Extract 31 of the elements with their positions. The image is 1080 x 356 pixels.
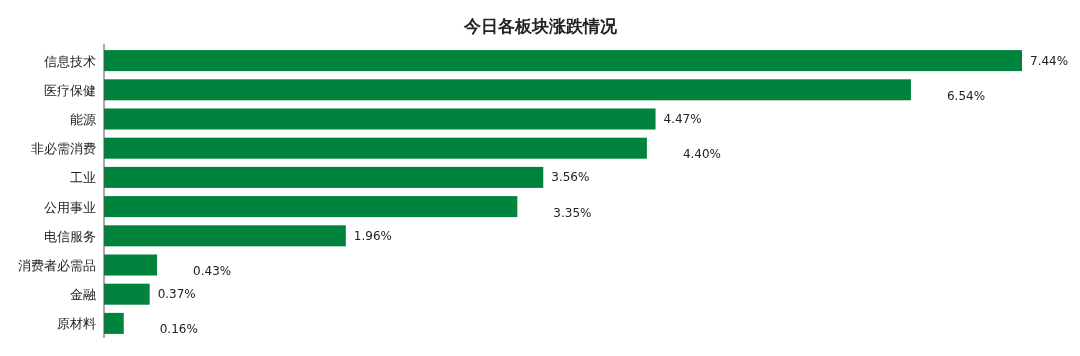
- data-label: 4.47%: [663, 112, 702, 126]
- bar: [104, 196, 518, 218]
- chart-title: 今日各板块涨跌情况: [462, 16, 618, 36]
- y-tick-label: 公用事业: [44, 199, 96, 215]
- y-tick-label: 消费者必需品: [18, 258, 96, 273]
- data-label: 1.96%: [353, 228, 392, 243]
- y-tick-label: 金融: [70, 287, 96, 303]
- y-tick-label: 信息技术: [44, 53, 96, 69]
- bar: [104, 166, 544, 188]
- data-label: 0.43%: [193, 264, 232, 278]
- y-tick-label: 工业: [70, 170, 96, 186]
- data-label: 3.56%: [551, 170, 590, 185]
- bar: [104, 312, 124, 334]
- bar: [104, 254, 158, 276]
- bar: [104, 225, 346, 247]
- data-label: 6.54%: [946, 88, 986, 103]
- bar: [104, 108, 656, 130]
- y-tick-label: 非必需消费: [31, 141, 96, 157]
- data-label: 4.40%: [682, 147, 722, 162]
- bar: [104, 283, 150, 305]
- y-tick-label: 电信服务: [44, 228, 96, 244]
- data-label: 0.37%: [157, 287, 196, 302]
- data-label: 0.16%: [159, 322, 198, 337]
- bar: [104, 137, 647, 159]
- bar: [104, 50, 1022, 72]
- data-label: 3.35%: [553, 205, 592, 220]
- y-tick-label: 原材料: [57, 316, 96, 332]
- data-label: 7.44%: [1030, 53, 1069, 68]
- bar: [104, 79, 911, 101]
- y-tick-label: 医疗保健: [44, 82, 96, 98]
- y-tick-label: 能源: [70, 112, 96, 127]
